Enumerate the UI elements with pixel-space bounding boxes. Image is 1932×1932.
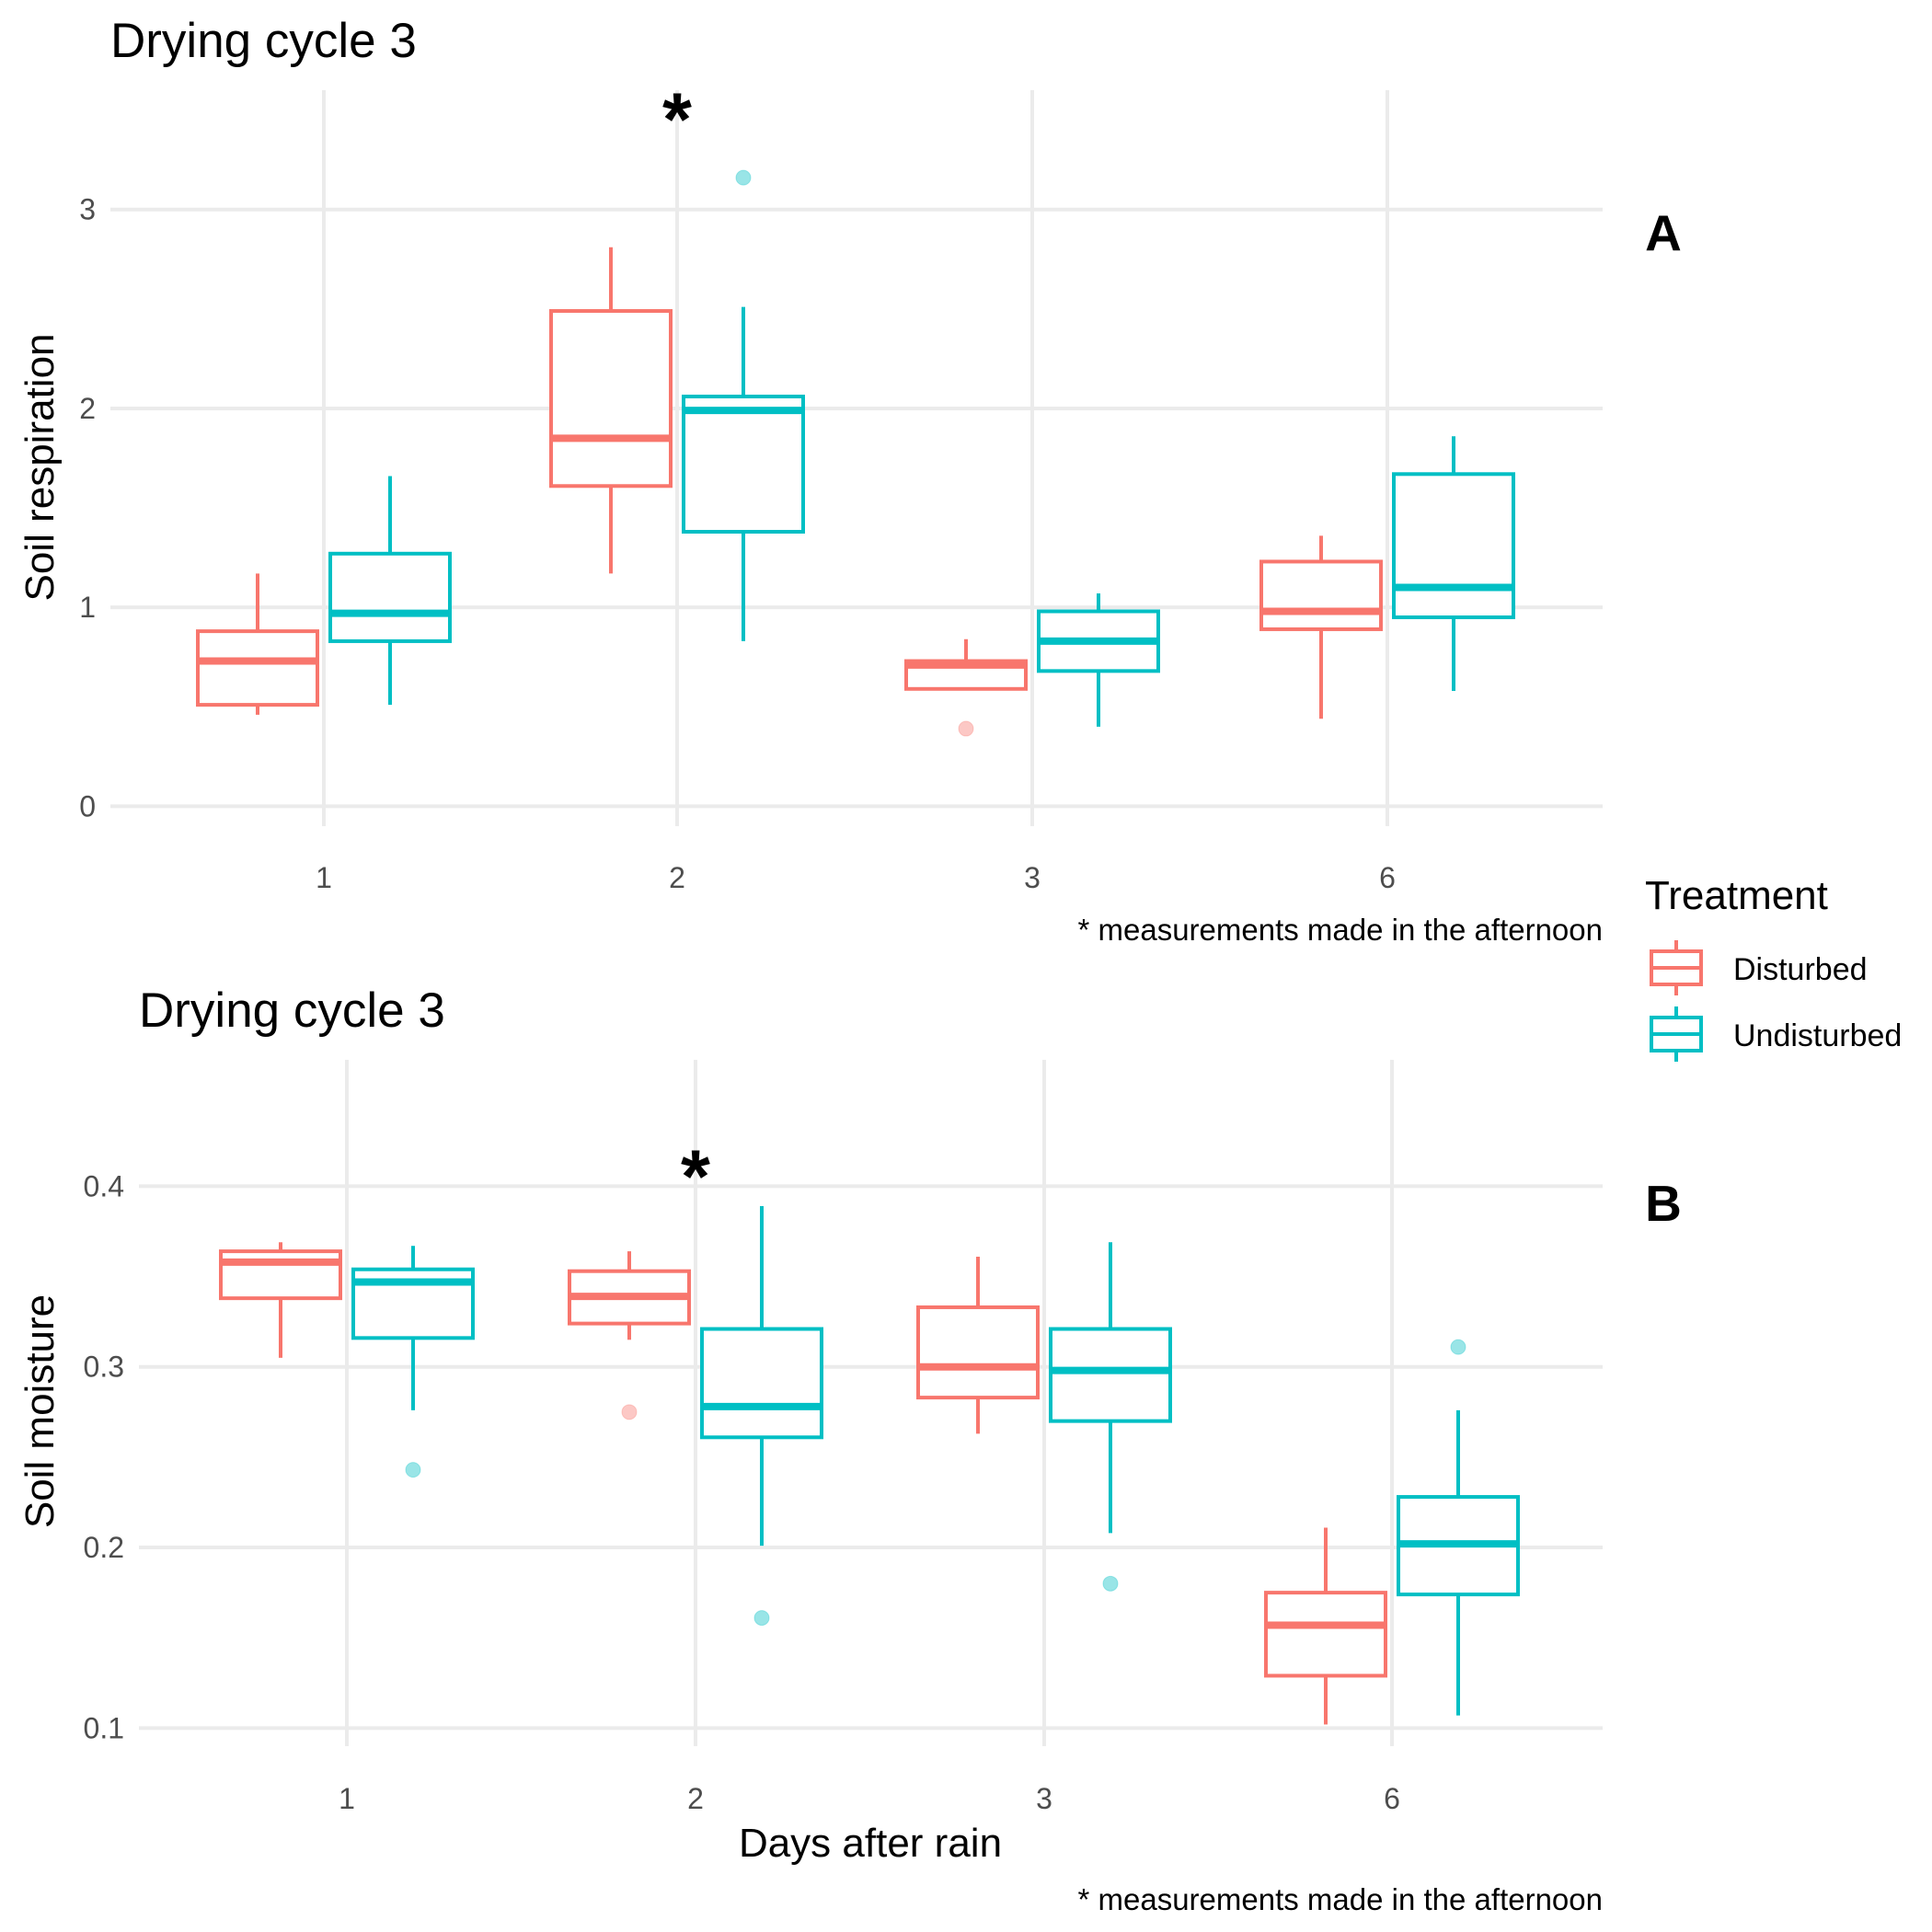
box-iqr <box>1392 472 1515 619</box>
panel-b-y-axis-label: Soil moisture <box>17 1294 63 1528</box>
panel-b: Drying cycle 3 0.1 0.2 0.3 0.4 1 2 3 6 Soil mo… <box>17 983 1682 1916</box>
box-disturbed-day-1 <box>196 573 319 715</box>
y-tick-label: 0.2 <box>84 1531 124 1564</box>
box-disturbed-day-2 <box>549 247 673 574</box>
box-undisturbed-day-2 <box>682 169 805 641</box>
panel-b-caption: * measurements made in the afternoon <box>1078 1882 1604 1916</box>
panel-b-title: Drying cycle 3 <box>139 983 445 1038</box>
x-tick-label: 1 <box>316 861 332 894</box>
box-iqr <box>1264 1591 1387 1678</box>
legend: Treatment Disturbed Undisturbed <box>1645 873 1902 1062</box>
box-undisturbed-day-6 <box>1392 436 1515 691</box>
outlier-point <box>1450 1339 1466 1355</box>
y-tick-label: 0 <box>79 789 96 822</box>
x-tick-label: 1 <box>339 1782 355 1815</box>
box-disturbed-day-6 <box>1259 535 1383 719</box>
y-tick-label: 0.1 <box>84 1711 124 1744</box>
x-tick-label: 3 <box>1024 861 1041 894</box>
legend-label-disturbed: Disturbed <box>1733 952 1868 987</box>
box-disturbed-day-2 <box>568 1251 691 1420</box>
y-tick-label: 1 <box>79 591 96 624</box>
panel-a-y-tick-labels: 0 1 2 3 <box>79 193 96 823</box>
box-undisturbed-day-6 <box>1397 1339 1520 1716</box>
box-undisturbed-day-3 <box>1037 593 1160 727</box>
panel-a-marks <box>196 169 1515 737</box>
x-tick-label: 6 <box>1384 1782 1400 1815</box>
outlier-point <box>735 169 752 186</box>
box-undisturbed-day-1 <box>328 476 452 706</box>
outlier-point <box>753 1610 770 1627</box>
legend-key-undisturbed <box>1650 1006 1703 1062</box>
panel-a-grid <box>110 90 1603 826</box>
panel-a-significance-star: * <box>662 78 692 162</box>
panel-a-x-tick-labels: 1 2 3 6 <box>316 861 1396 894</box>
box-disturbed-day-6 <box>1264 1527 1387 1725</box>
panel-a-tag: A <box>1645 204 1682 261</box>
y-tick-label: 0.4 <box>84 1169 124 1202</box>
panel-b-x-tick-labels: 1 2 3 6 <box>339 1782 1400 1815</box>
y-tick-label: 3 <box>79 193 96 226</box>
box-iqr <box>700 1327 823 1440</box>
panel-b-marks <box>219 1206 1520 1725</box>
panel-b-y-tick-labels: 0.1 0.2 0.3 0.4 <box>84 1169 124 1744</box>
panel-b-grid <box>139 1060 1603 1746</box>
panel-a: Drying cycle 3 0 1 2 3 1 2 3 6 Soil respiratio… <box>17 14 1682 947</box>
outlier-point <box>405 1462 421 1478</box>
box-iqr <box>196 629 319 707</box>
box-iqr <box>1259 559 1383 631</box>
panel-b-x-axis-label: Days after rain <box>739 1821 1002 1866</box>
box-disturbed-day-3 <box>916 1256 1040 1434</box>
outlier-point <box>958 720 974 737</box>
box-iqr <box>549 309 673 489</box>
outlier-point <box>621 1404 638 1420</box>
x-tick-label: 2 <box>687 1782 704 1815</box>
box-undisturbed-day-1 <box>351 1246 475 1478</box>
y-tick-label: 2 <box>79 392 96 425</box>
y-tick-label: 0.3 <box>84 1351 124 1384</box>
panel-b-tag: B <box>1645 1175 1682 1232</box>
panel-a-caption: * measurements made in the afternoon <box>1078 913 1604 947</box>
outlier-point <box>1102 1575 1119 1592</box>
legend-key-disturbed <box>1650 940 1703 995</box>
box-iqr <box>328 551 452 643</box>
box-iqr <box>219 1249 342 1301</box>
x-tick-label: 2 <box>669 861 685 894</box>
x-tick-label: 3 <box>1036 1782 1052 1815</box>
box-iqr <box>1049 1327 1172 1423</box>
box-undisturbed-day-3 <box>1049 1242 1172 1592</box>
box-disturbed-day-3 <box>904 638 1028 737</box>
legend-title: Treatment <box>1645 873 1828 918</box>
box-iqr <box>682 394 805 534</box>
panel-a-y-axis-label: Soil respiration <box>17 333 63 601</box>
panel-b-significance-star: * <box>681 1135 710 1219</box>
legend-label-undisturbed: Undisturbed <box>1733 1018 1902 1053</box>
panel-a-title: Drying cycle 3 <box>110 14 417 68</box>
box-undisturbed-day-2 <box>700 1206 823 1627</box>
x-tick-label: 6 <box>1379 861 1396 894</box>
box-iqr <box>916 1305 1040 1400</box>
box-disturbed-day-1 <box>219 1242 342 1358</box>
